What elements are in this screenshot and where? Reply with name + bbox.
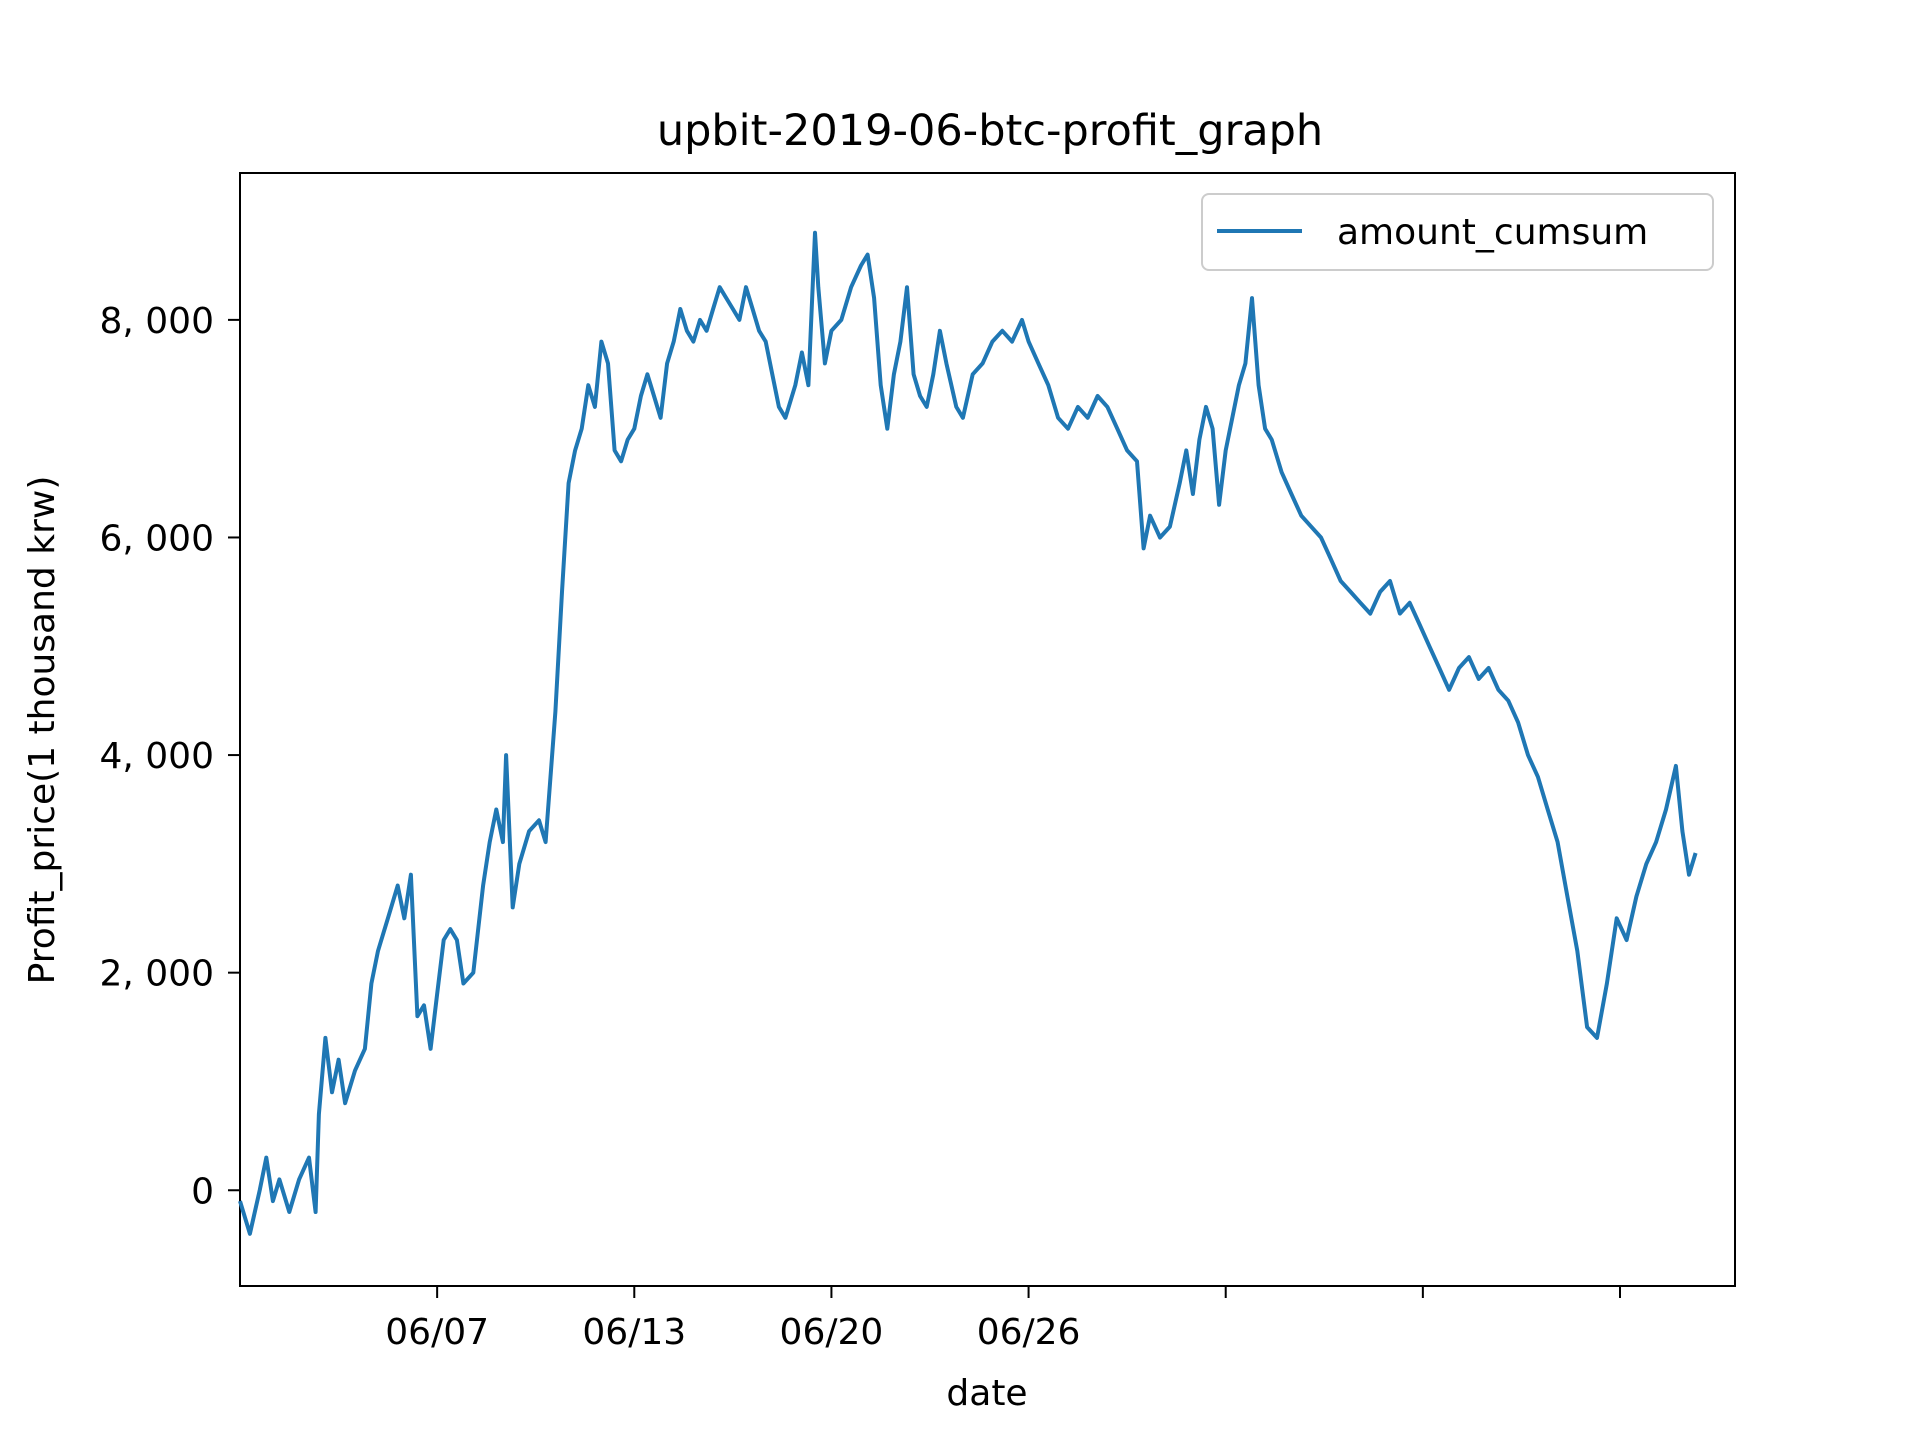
- series-line-amount_cumsum: [238, 230, 1698, 1236]
- y-tick-label: 0: [191, 1171, 214, 1212]
- y-axis: 0 2, 000 4, 000 6, 000 8, 000: [99, 301, 240, 1212]
- chart-title: upbit-2019-06-btc-profit_graph: [657, 106, 1323, 156]
- y-tick-label: 6, 000: [99, 518, 214, 559]
- legend-label: amount_cumsum: [1337, 212, 1648, 253]
- series-layer: [238, 230, 1698, 1236]
- x-tick-label: 06/07: [385, 1312, 489, 1353]
- y-tick-label: 4, 000: [99, 736, 214, 777]
- y-axis-label: Profit_price(1 thousand krw): [22, 476, 63, 985]
- plot-area: [238, 172, 1736, 1287]
- x-tick-label: 06/13: [582, 1312, 686, 1353]
- x-axis: 06/07 06/13 06/20 06/26: [385, 1286, 1621, 1353]
- y-tick-label: 2, 000: [99, 954, 214, 995]
- x-tick-label: 06/20: [780, 1312, 884, 1353]
- legend: amount_cumsum: [1201, 193, 1714, 271]
- plot-frame: [239, 172, 1736, 1287]
- x-tick-label: 06/26: [977, 1312, 1081, 1353]
- legend-box: [1201, 193, 1714, 271]
- x-axis-label: date: [946, 1373, 1027, 1414]
- y-tick-label: 8, 000: [99, 301, 214, 342]
